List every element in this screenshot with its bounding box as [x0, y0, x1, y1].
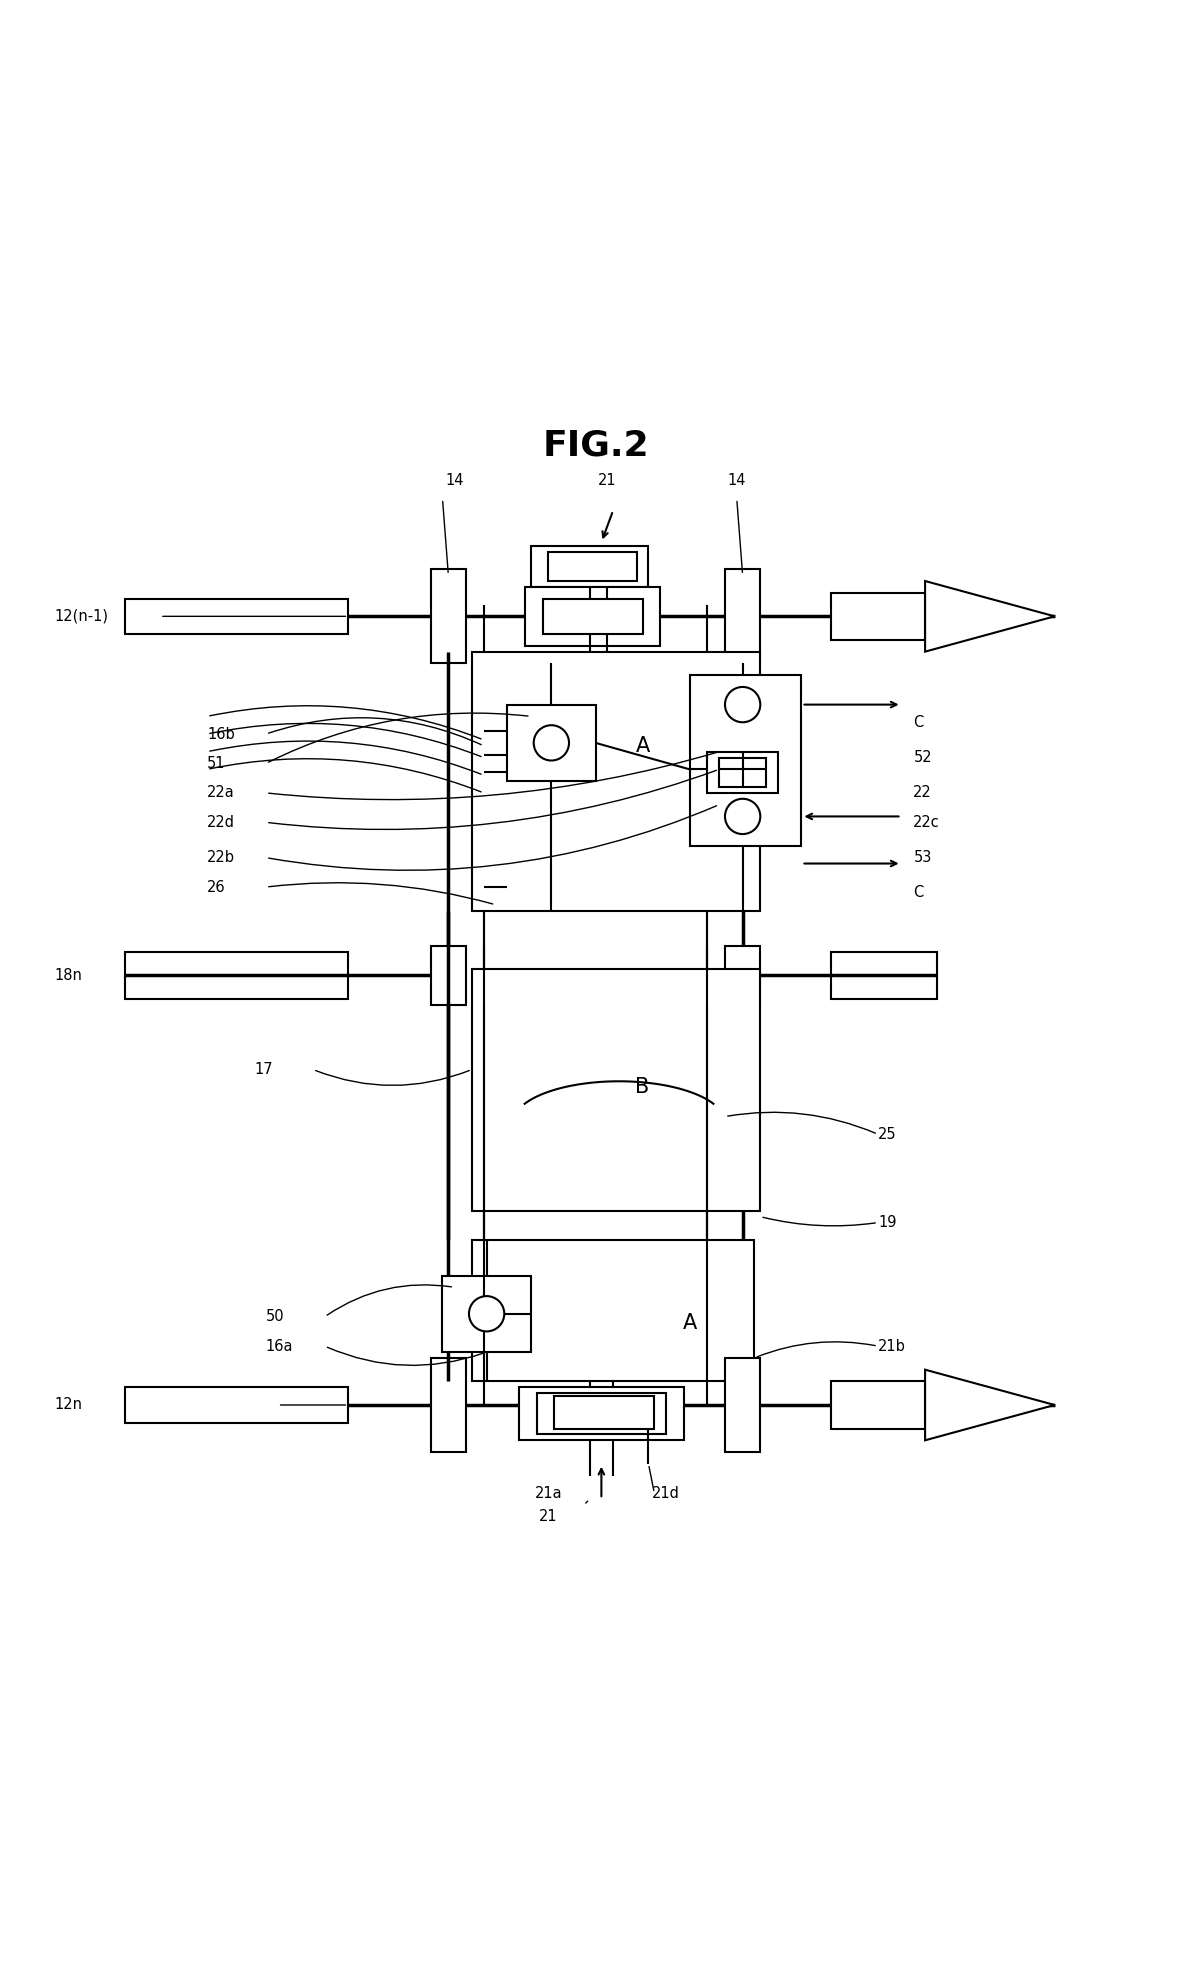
Bar — [725, 570, 760, 663]
Text: 22a: 22a — [207, 784, 235, 800]
Text: 50: 50 — [266, 1309, 285, 1325]
Bar — [125, 951, 348, 999]
Text: 26: 26 — [207, 880, 225, 894]
Bar — [554, 1396, 654, 1428]
Bar — [707, 751, 778, 792]
Bar — [431, 945, 466, 1005]
Text: 21: 21 — [598, 473, 617, 489]
Bar — [125, 1388, 348, 1422]
Text: 18n: 18n — [54, 967, 82, 983]
Text: 22d: 22d — [207, 814, 235, 830]
Text: 14: 14 — [445, 473, 463, 489]
Text: FIG.2: FIG.2 — [542, 429, 649, 463]
Text: 21d: 21d — [653, 1486, 680, 1501]
Bar — [472, 969, 760, 1211]
Bar — [525, 588, 660, 645]
Bar — [507, 705, 596, 780]
Text: 51: 51 — [207, 757, 225, 771]
Bar — [472, 651, 760, 912]
Text: 17: 17 — [254, 1063, 273, 1076]
Bar — [431, 570, 466, 663]
Bar — [431, 1358, 466, 1452]
Circle shape — [534, 725, 569, 761]
Bar — [831, 592, 925, 639]
Bar — [537, 1394, 666, 1434]
Text: 19: 19 — [878, 1215, 897, 1229]
Circle shape — [469, 1297, 504, 1331]
Bar — [125, 598, 348, 634]
Text: B: B — [636, 1076, 650, 1096]
Bar — [831, 1382, 925, 1428]
Bar — [548, 552, 637, 582]
Text: 22b: 22b — [207, 850, 235, 866]
Bar — [719, 757, 766, 786]
Circle shape — [725, 687, 760, 723]
Text: 22: 22 — [913, 784, 933, 800]
Polygon shape — [925, 1370, 1054, 1440]
Bar — [725, 945, 760, 1005]
Text: 12n: 12n — [54, 1398, 82, 1412]
Text: C: C — [913, 886, 923, 900]
Bar — [443, 1275, 531, 1352]
Text: 21b: 21b — [878, 1339, 906, 1354]
Text: 52: 52 — [913, 751, 931, 765]
Text: 22c: 22c — [913, 814, 940, 830]
Text: 21a: 21a — [535, 1486, 562, 1501]
Text: 14: 14 — [728, 473, 746, 489]
Bar — [690, 675, 802, 846]
Text: A: A — [636, 735, 650, 757]
Text: 16b: 16b — [207, 727, 235, 741]
Text: 53: 53 — [913, 850, 931, 866]
Circle shape — [725, 798, 760, 834]
Text: 16a: 16a — [266, 1339, 293, 1354]
Text: 21: 21 — [540, 1509, 557, 1525]
Text: 25: 25 — [878, 1126, 897, 1142]
Bar — [531, 546, 648, 588]
Bar — [543, 598, 643, 634]
Bar — [725, 1358, 760, 1452]
Text: 12(n-1): 12(n-1) — [54, 610, 108, 624]
Text: C: C — [913, 715, 923, 729]
Bar — [831, 951, 937, 999]
Bar — [472, 1239, 754, 1382]
Polygon shape — [925, 582, 1054, 651]
Text: A: A — [682, 1313, 697, 1333]
Bar — [519, 1388, 684, 1440]
